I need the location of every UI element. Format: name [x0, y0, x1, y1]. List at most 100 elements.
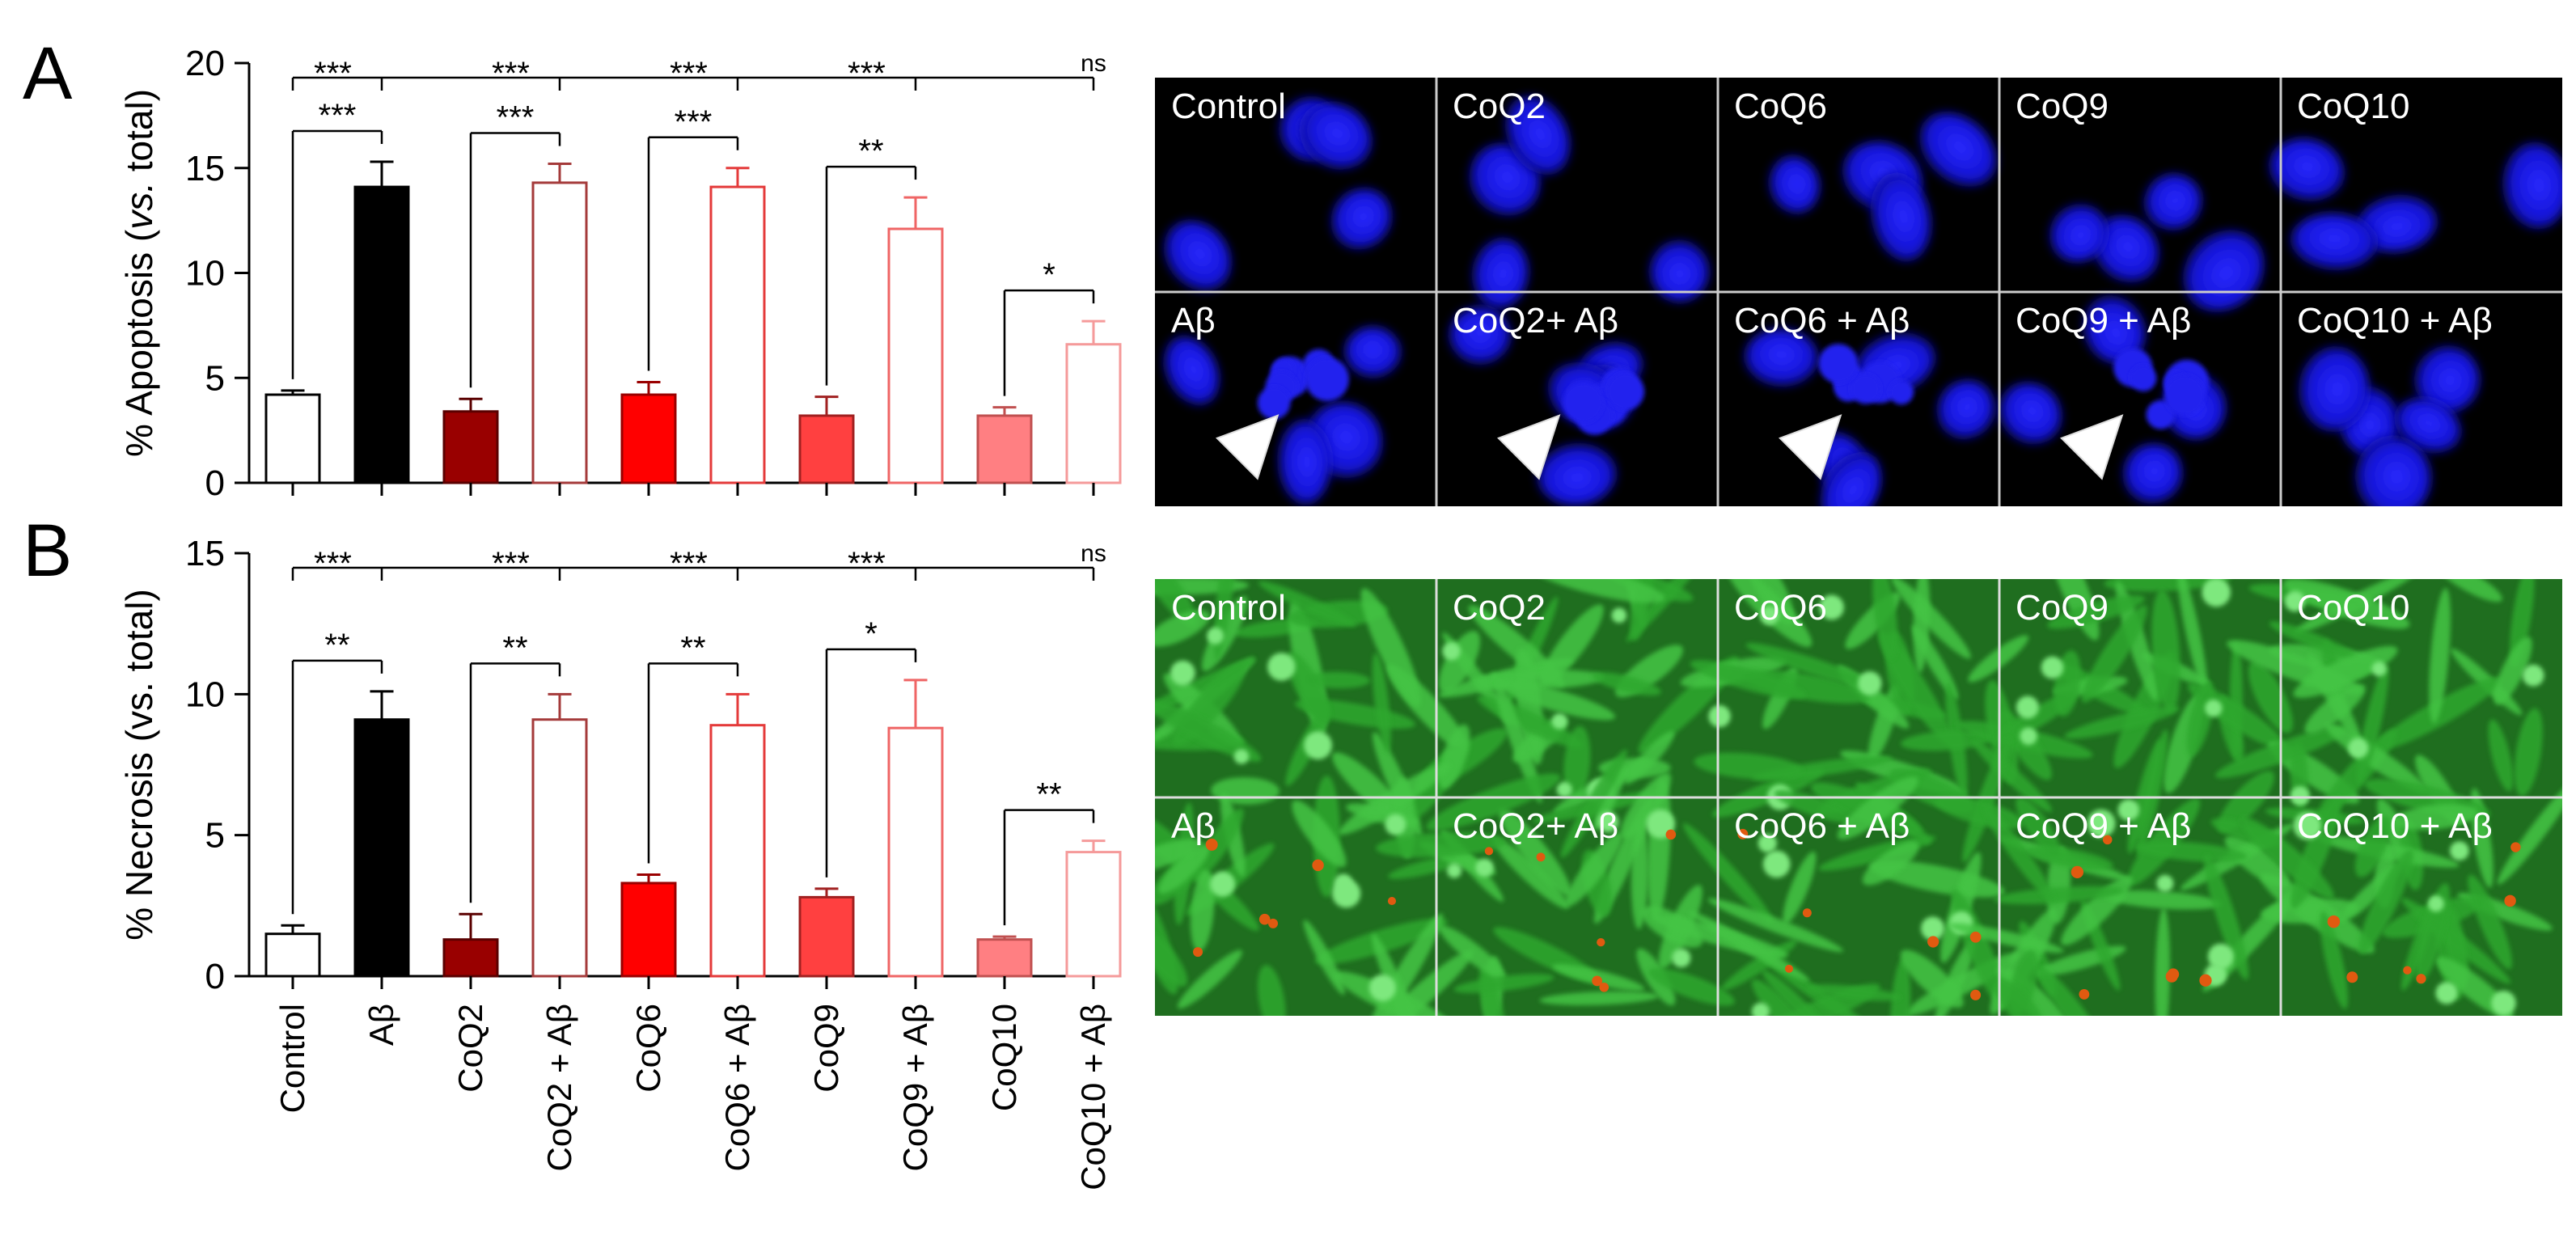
nucleus — [2395, 398, 2461, 453]
live-cell — [1889, 958, 1911, 1016]
nucleus — [2269, 138, 2345, 201]
pair-significance-label: ** — [502, 630, 527, 666]
pair-significance-label: *** — [675, 104, 713, 140]
apoptotic-fragment — [1563, 382, 1604, 423]
live-cell — [1783, 851, 1817, 924]
nucleus — [1505, 96, 1570, 175]
live-cell — [2494, 636, 2532, 705]
arrowhead-marker — [1496, 414, 1561, 480]
live-cell — [1292, 800, 1347, 868]
live-cell — [2514, 708, 2543, 797]
live-cell — [1751, 979, 1816, 1016]
live-cell — [1368, 949, 1474, 1016]
nucleus — [1871, 173, 1931, 261]
bright-cell — [1207, 627, 1225, 645]
dead-cell — [2510, 842, 2521, 852]
live-cell — [2176, 579, 2208, 694]
live-cell — [1498, 807, 1571, 896]
live-cell — [1367, 913, 1444, 1016]
bright-cell — [2435, 982, 2458, 1004]
live-cell — [1372, 653, 1391, 753]
live-cell — [1560, 749, 1627, 858]
bright-cell — [1760, 606, 1779, 626]
live-cell — [1453, 974, 1554, 993]
y-tick-label: 15 — [185, 149, 225, 188]
apoptotic-fragment — [1818, 344, 1859, 383]
live-cell — [1872, 579, 1898, 660]
live-cell — [1155, 579, 1198, 628]
apoptotic-fragment — [2130, 365, 2157, 391]
dead-cell — [2079, 989, 2090, 1000]
bar — [442, 938, 499, 978]
live-cell — [2436, 579, 2502, 603]
live-cell — [2155, 907, 2170, 1016]
bright-cell — [1385, 814, 1406, 835]
dead-cell — [2102, 835, 2113, 845]
live-cell — [1191, 808, 1244, 882]
live-cell — [1286, 652, 1330, 725]
significance-label-vs-control: *** — [848, 56, 886, 91]
live-cell — [2047, 594, 2145, 629]
y-axis-label-italic: vs. — [118, 182, 160, 230]
dead-cell — [1268, 918, 1279, 928]
nucleus — [1744, 328, 1819, 387]
live-cell — [1438, 631, 1481, 694]
y-axis-label: % Apoptosis (vs. total) — [118, 89, 160, 457]
bright-cell — [1170, 660, 1195, 686]
live-cell — [1257, 965, 1286, 1016]
x-tick-label: CoQ10 — [985, 1004, 1023, 1111]
dead-cell-dots — [1193, 828, 2521, 1000]
live-cell — [1631, 820, 1648, 929]
live-cell — [2016, 797, 2061, 857]
live-cell — [1190, 869, 1215, 952]
bright-cell — [2205, 699, 2223, 717]
pair-significance-label: ** — [680, 630, 705, 666]
nucleus — [2414, 346, 2480, 413]
significance-label-vs-control: *** — [314, 546, 352, 581]
live-cell — [2293, 645, 2398, 698]
bar — [1065, 851, 1122, 978]
y-tick-label: 5 — [205, 816, 225, 856]
live-cell — [2320, 911, 2348, 1009]
live-cell — [2224, 835, 2290, 888]
bright-cell — [1368, 974, 1396, 1001]
bright-cell — [2202, 579, 2231, 607]
bar — [709, 724, 766, 978]
significance-label-vs-control: *** — [670, 546, 708, 581]
live-cell — [2026, 846, 2113, 870]
bright-cell — [2348, 738, 2369, 759]
dead-cell — [1784, 964, 1793, 973]
significance-label-vs-control: *** — [670, 56, 708, 91]
live-cell — [2468, 874, 2512, 970]
micrograph-label: CoQ9 — [2016, 588, 2109, 628]
dead-cell — [1927, 936, 1939, 948]
significance-label-vs-control: *** — [492, 56, 530, 91]
dead-cell — [1193, 947, 1203, 958]
bright-cell — [2087, 809, 2116, 838]
micrograph-label: CoQ2 — [1453, 588, 1546, 628]
live-cell — [1468, 605, 1565, 687]
dead-cell — [1205, 838, 1218, 851]
live-cell — [2429, 588, 2451, 724]
micrograph-label: CoQ10 + Aβ — [2297, 301, 2493, 340]
nucleus — [1769, 155, 1820, 214]
live-cell — [2269, 621, 2359, 661]
live-cell — [1565, 832, 1622, 907]
live-cell — [2064, 706, 2180, 739]
dead-cell — [1665, 829, 1677, 840]
bright-cell — [1758, 834, 1777, 853]
live-cell — [1438, 724, 1470, 789]
live-cell — [2134, 841, 2248, 862]
bright-cell — [2427, 895, 2444, 912]
bright-cell — [1447, 863, 1462, 878]
nucleus — [1300, 103, 1372, 170]
live-cell — [1258, 581, 1356, 627]
dead-cell — [1536, 852, 1546, 862]
live-cell — [1155, 839, 1203, 873]
bright-cell — [1304, 731, 1332, 760]
dead-cell — [2403, 966, 2412, 975]
pair-significance-label: * — [865, 616, 878, 652]
live-cell — [2103, 890, 2223, 910]
nuclei-blobs — [1163, 96, 2562, 506]
live-cell — [1837, 776, 1918, 840]
